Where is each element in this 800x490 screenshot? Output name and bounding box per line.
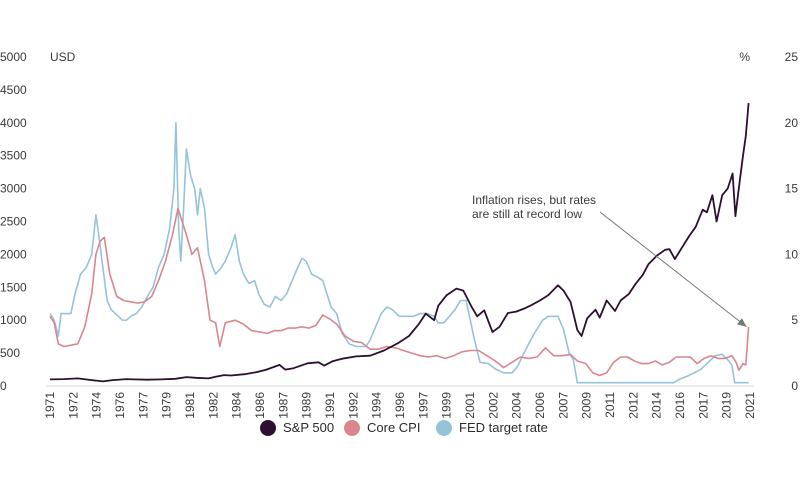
x-tick-label: 1996 <box>393 392 407 419</box>
annotation-line-2: are still at record low <box>472 207 582 221</box>
annotation-arrow-line <box>599 211 747 328</box>
x-axis: 1971 1972 1974 1976 1977 1979 1981 1982 1984 1986… <box>43 392 757 419</box>
annotation: Inflation rises, but rates are still at … <box>472 193 747 328</box>
x-tick-label: 2002 <box>486 392 500 419</box>
left-tick-label: 0 <box>0 379 7 393</box>
x-tick-label: 2009 <box>580 392 594 419</box>
left-tick-label: 1500 <box>0 280 27 294</box>
legend-label-sp500: S&P 500 <box>283 420 334 435</box>
right-tick-label: 5 <box>791 313 798 327</box>
left-tick-label: 4500 <box>0 83 27 97</box>
x-tick-label: 2011 <box>603 392 617 418</box>
series-line-sp500 <box>49 103 750 383</box>
x-tick-label: 2019 <box>720 392 734 419</box>
x-tick-label: 1984 <box>230 392 244 419</box>
series-line-fed-rate <box>49 122 749 384</box>
x-tick-label: 1992 <box>346 392 360 419</box>
x-tick-label: 1997 <box>416 392 430 419</box>
x-tick-label: 2007 <box>556 392 570 419</box>
x-tick-label: 1974 <box>90 392 104 419</box>
series-lines <box>49 103 750 384</box>
x-tick-label: 2014 <box>650 392 664 419</box>
right-axis-unit: % <box>739 50 750 64</box>
left-tick-label: 3500 <box>0 149 27 163</box>
x-tick-label: 2021 <box>743 392 757 419</box>
x-tick-label: 2012 <box>626 392 640 419</box>
legend-label-fed-rate: FED target rate <box>459 420 548 435</box>
x-tick-label: 1981 <box>183 392 197 419</box>
left-axis: 0 500 1000 1500 2000 2500 3000 3500 4000 4500 5000 <box>0 50 27 393</box>
right-axis: 0 5 10 15 20 25 <box>785 50 799 393</box>
legend-item-fed-rate: FED target rate <box>436 420 548 436</box>
left-tick-label: 1000 <box>0 313 27 327</box>
series-line-core-cpi <box>49 207 750 377</box>
x-tick-label: 1972 <box>66 392 80 419</box>
left-axis-unit: USD <box>50 50 76 64</box>
right-tick-label: 20 <box>785 116 799 130</box>
right-tick-label: 15 <box>785 182 799 196</box>
x-tick-label: 1986 <box>253 392 267 419</box>
x-tick-label: 1977 <box>136 392 150 419</box>
x-tick-label: 2016 <box>673 392 687 419</box>
left-tick-label: 5000 <box>0 50 27 64</box>
x-tick-label: 1976 <box>113 392 127 419</box>
legend-item-core-cpi: Core CPI <box>344 420 420 436</box>
x-tick-label: 1987 <box>276 392 290 419</box>
annotation-line-1: Inflation rises, but rates <box>472 193 596 207</box>
legend-swatch-core-cpi <box>344 420 360 436</box>
left-tick-label: 3000 <box>0 182 27 196</box>
x-tick-label: 1979 <box>160 392 174 419</box>
x-tick-label: 1989 <box>300 392 314 419</box>
x-tick-label: 1991 <box>323 392 337 419</box>
x-tick-label: 2006 <box>533 392 547 419</box>
left-tick-label: 500 <box>0 346 20 360</box>
legend-swatch-fed-rate <box>436 420 452 436</box>
legend: S&P 500 Core CPI FED target rate <box>260 420 548 436</box>
right-tick-label: 0 <box>791 379 798 393</box>
x-tick-label: 2004 <box>510 392 524 419</box>
x-tick-label: 2001 <box>463 392 477 419</box>
legend-item-sp500: S&P 500 <box>260 420 334 436</box>
right-tick-label: 10 <box>785 247 799 261</box>
annotation-arrow-head <box>736 318 747 327</box>
right-tick-label: 25 <box>785 50 799 64</box>
left-tick-label: 4000 <box>0 116 27 130</box>
x-tick-label: 1971 <box>43 392 57 419</box>
left-tick-label: 2000 <box>0 247 27 261</box>
x-tick-label: 1999 <box>440 392 454 419</box>
x-tick-label: 1982 <box>206 392 220 419</box>
x-tick-label: 2017 <box>696 392 710 419</box>
left-tick-label: 2500 <box>0 215 27 229</box>
legend-label-core-cpi: Core CPI <box>367 420 420 435</box>
x-tick-label: 1994 <box>370 392 384 419</box>
legend-swatch-sp500 <box>260 420 276 436</box>
